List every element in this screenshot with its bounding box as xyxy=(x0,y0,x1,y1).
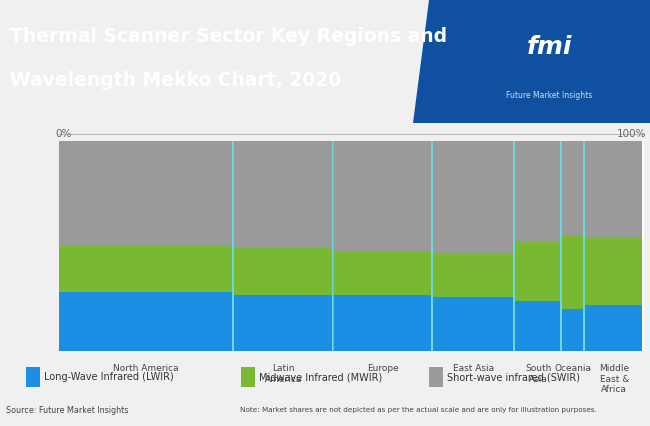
Text: Thermal Scanner Sector Key Regions and: Thermal Scanner Sector Key Regions and xyxy=(10,27,447,46)
Bar xyxy=(585,238,642,305)
Bar xyxy=(433,141,513,254)
Text: Note: Market shares are not depicted as per the actual scale and are only for il: Note: Market shares are not depicted as … xyxy=(240,408,597,414)
Bar xyxy=(240,367,255,387)
Bar xyxy=(515,301,560,351)
Text: Short-wave infrared (SWIR): Short-wave infrared (SWIR) xyxy=(447,372,580,382)
Text: South
Asia: South Asia xyxy=(525,364,551,383)
Bar xyxy=(58,292,232,351)
Text: Latin
America: Latin America xyxy=(265,364,302,383)
Bar xyxy=(333,294,431,351)
Bar xyxy=(433,254,513,296)
Text: 100%: 100% xyxy=(617,129,646,139)
Text: Wavelength Mekko Chart, 2020: Wavelength Mekko Chart, 2020 xyxy=(10,71,341,90)
Bar xyxy=(433,296,513,351)
Bar xyxy=(333,141,431,252)
Bar xyxy=(26,367,40,387)
Text: Oceania: Oceania xyxy=(555,364,592,373)
Bar xyxy=(234,294,332,351)
Bar xyxy=(585,141,642,238)
Text: Source: Future Market Insights: Source: Future Market Insights xyxy=(6,406,129,415)
Text: 0%: 0% xyxy=(56,129,72,139)
Bar xyxy=(562,141,583,236)
Bar xyxy=(333,252,431,294)
Bar xyxy=(58,141,232,246)
Text: Midwave Infrared (MWIR): Midwave Infrared (MWIR) xyxy=(259,372,382,382)
Bar xyxy=(562,236,583,309)
Text: North America: North America xyxy=(114,364,179,373)
Text: East Asia: East Asia xyxy=(453,364,495,373)
Text: Europe: Europe xyxy=(367,364,399,373)
Text: Future Market Insights: Future Market Insights xyxy=(506,91,592,100)
Bar xyxy=(58,246,232,292)
Polygon shape xyxy=(413,0,650,123)
Text: Long-Wave Infrared (LWIR): Long-Wave Infrared (LWIR) xyxy=(44,372,174,382)
Text: Middle
East &
Africa: Middle East & Africa xyxy=(599,364,629,394)
Bar xyxy=(515,141,560,242)
Bar xyxy=(234,248,332,294)
Bar xyxy=(429,367,443,387)
Bar xyxy=(562,309,583,351)
Text: fmi: fmi xyxy=(526,35,572,59)
Bar xyxy=(515,242,560,301)
Bar xyxy=(585,305,642,351)
Bar xyxy=(234,141,332,248)
